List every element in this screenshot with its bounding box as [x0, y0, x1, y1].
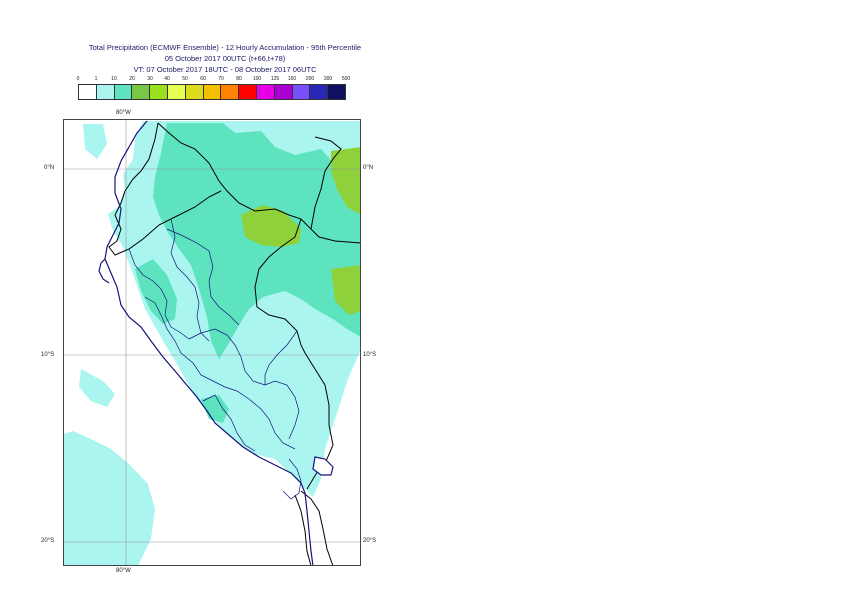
legend-label: 70	[218, 76, 224, 82]
legend-label: 10	[111, 76, 117, 82]
precip-area-heavy-east	[241, 205, 301, 247]
lat-label-left-eq: 0°N	[44, 165, 55, 171]
legend-label: 1	[94, 76, 98, 82]
legend-swatch-10	[256, 85, 275, 99]
coastline	[104, 120, 314, 566]
title-line-1: Total Precipitation (ECMWF Ensemble) - 1…	[88, 43, 362, 52]
legend-swatch-14	[328, 85, 345, 99]
border-chile-coast	[294, 494, 312, 566]
admin-boundary-5	[224, 386, 296, 450]
lat-label-left-20s: 20°S	[41, 538, 55, 544]
legend-swatch-13	[310, 85, 329, 99]
legend-swatch-4	[150, 85, 168, 99]
legend-label: 125	[270, 76, 280, 82]
precip-area-light-offshore	[79, 369, 115, 407]
lon-label-bottom: 80°W	[116, 568, 131, 574]
legend-swatch-3	[132, 85, 151, 99]
legend-label: 150	[287, 76, 297, 82]
admin-boundary-4	[144, 296, 226, 388]
border-colombia-ecuador	[114, 122, 159, 216]
precip-area-light-ocean	[63, 431, 155, 566]
legend-label: 50	[182, 76, 188, 82]
border-ecuador-peru	[108, 190, 222, 256]
title-line-3: VT: 07 October 2017 18UTC - 08 October 2…	[133, 65, 317, 74]
border-peru-brazil	[254, 218, 306, 354]
legend-label: 100	[252, 76, 262, 82]
border-peru-chile	[300, 490, 334, 566]
admin-boundary-3	[188, 328, 266, 386]
admin-boundary-10	[282, 458, 302, 500]
precip-area-heavy-southeast	[331, 265, 361, 315]
border-colombia	[157, 122, 361, 244]
legend-label: 200	[305, 76, 315, 82]
legend-label: 30	[147, 76, 153, 82]
admin-boundary-9	[166, 228, 240, 326]
lat-label-right-eq: 0°N	[363, 165, 374, 171]
legend-swatch-8	[221, 85, 240, 99]
precip-area-heavy-northeast	[331, 147, 361, 215]
legend-label: 500	[341, 76, 351, 82]
lake-titicaca	[312, 456, 334, 476]
legend-swatch-7	[203, 85, 222, 99]
lon-label-top: 80°W	[116, 110, 131, 116]
legend-swatch-5	[167, 85, 186, 99]
map-frame	[63, 119, 361, 566]
legend-label: 80	[236, 76, 242, 82]
legend-label: 300	[323, 76, 333, 82]
legend-swatch-11	[274, 85, 293, 99]
legend-swatch-2	[114, 85, 133, 99]
admin-boundary-7	[264, 380, 300, 440]
legend-label: 0	[76, 76, 80, 82]
precip-area-medium-andes	[135, 259, 177, 324]
legend-label: 60	[200, 76, 206, 82]
precipitation-map	[63, 119, 361, 566]
title-line-2: 05 October 2017 00UTC (t+66,t+78)	[164, 54, 286, 63]
legend-swatch-0	[79, 85, 97, 99]
legend-swatch-6	[185, 85, 204, 99]
legend-swatch-1	[96, 85, 115, 99]
legend-color-bar	[78, 84, 346, 100]
lat-label-right-10s: 10°S	[363, 352, 377, 358]
precip-area-medium-south	[201, 395, 229, 423]
coastline-gulf	[98, 258, 110, 284]
lat-label-left-10s: 10°S	[41, 352, 55, 358]
legend-swatch-9	[239, 85, 257, 99]
admin-boundary-8	[264, 330, 298, 385]
admin-boundary-6	[202, 394, 256, 452]
legend-label: 40	[164, 76, 170, 82]
legend-swatch-12	[292, 85, 311, 99]
lat-label-right-20s: 20°S	[363, 538, 377, 544]
admin-boundary-1	[128, 248, 190, 340]
border-peru-bolivia	[304, 352, 334, 490]
precip-area-light-north	[83, 124, 107, 159]
border-colombia-brazil	[310, 136, 342, 230]
legend-label: 20	[129, 76, 135, 82]
admin-boundary-2	[170, 218, 210, 342]
legend-threshold-labels: 0 1 10 20 30 40 50 60 70 80 100 125 150 …	[0, 76, 842, 85]
